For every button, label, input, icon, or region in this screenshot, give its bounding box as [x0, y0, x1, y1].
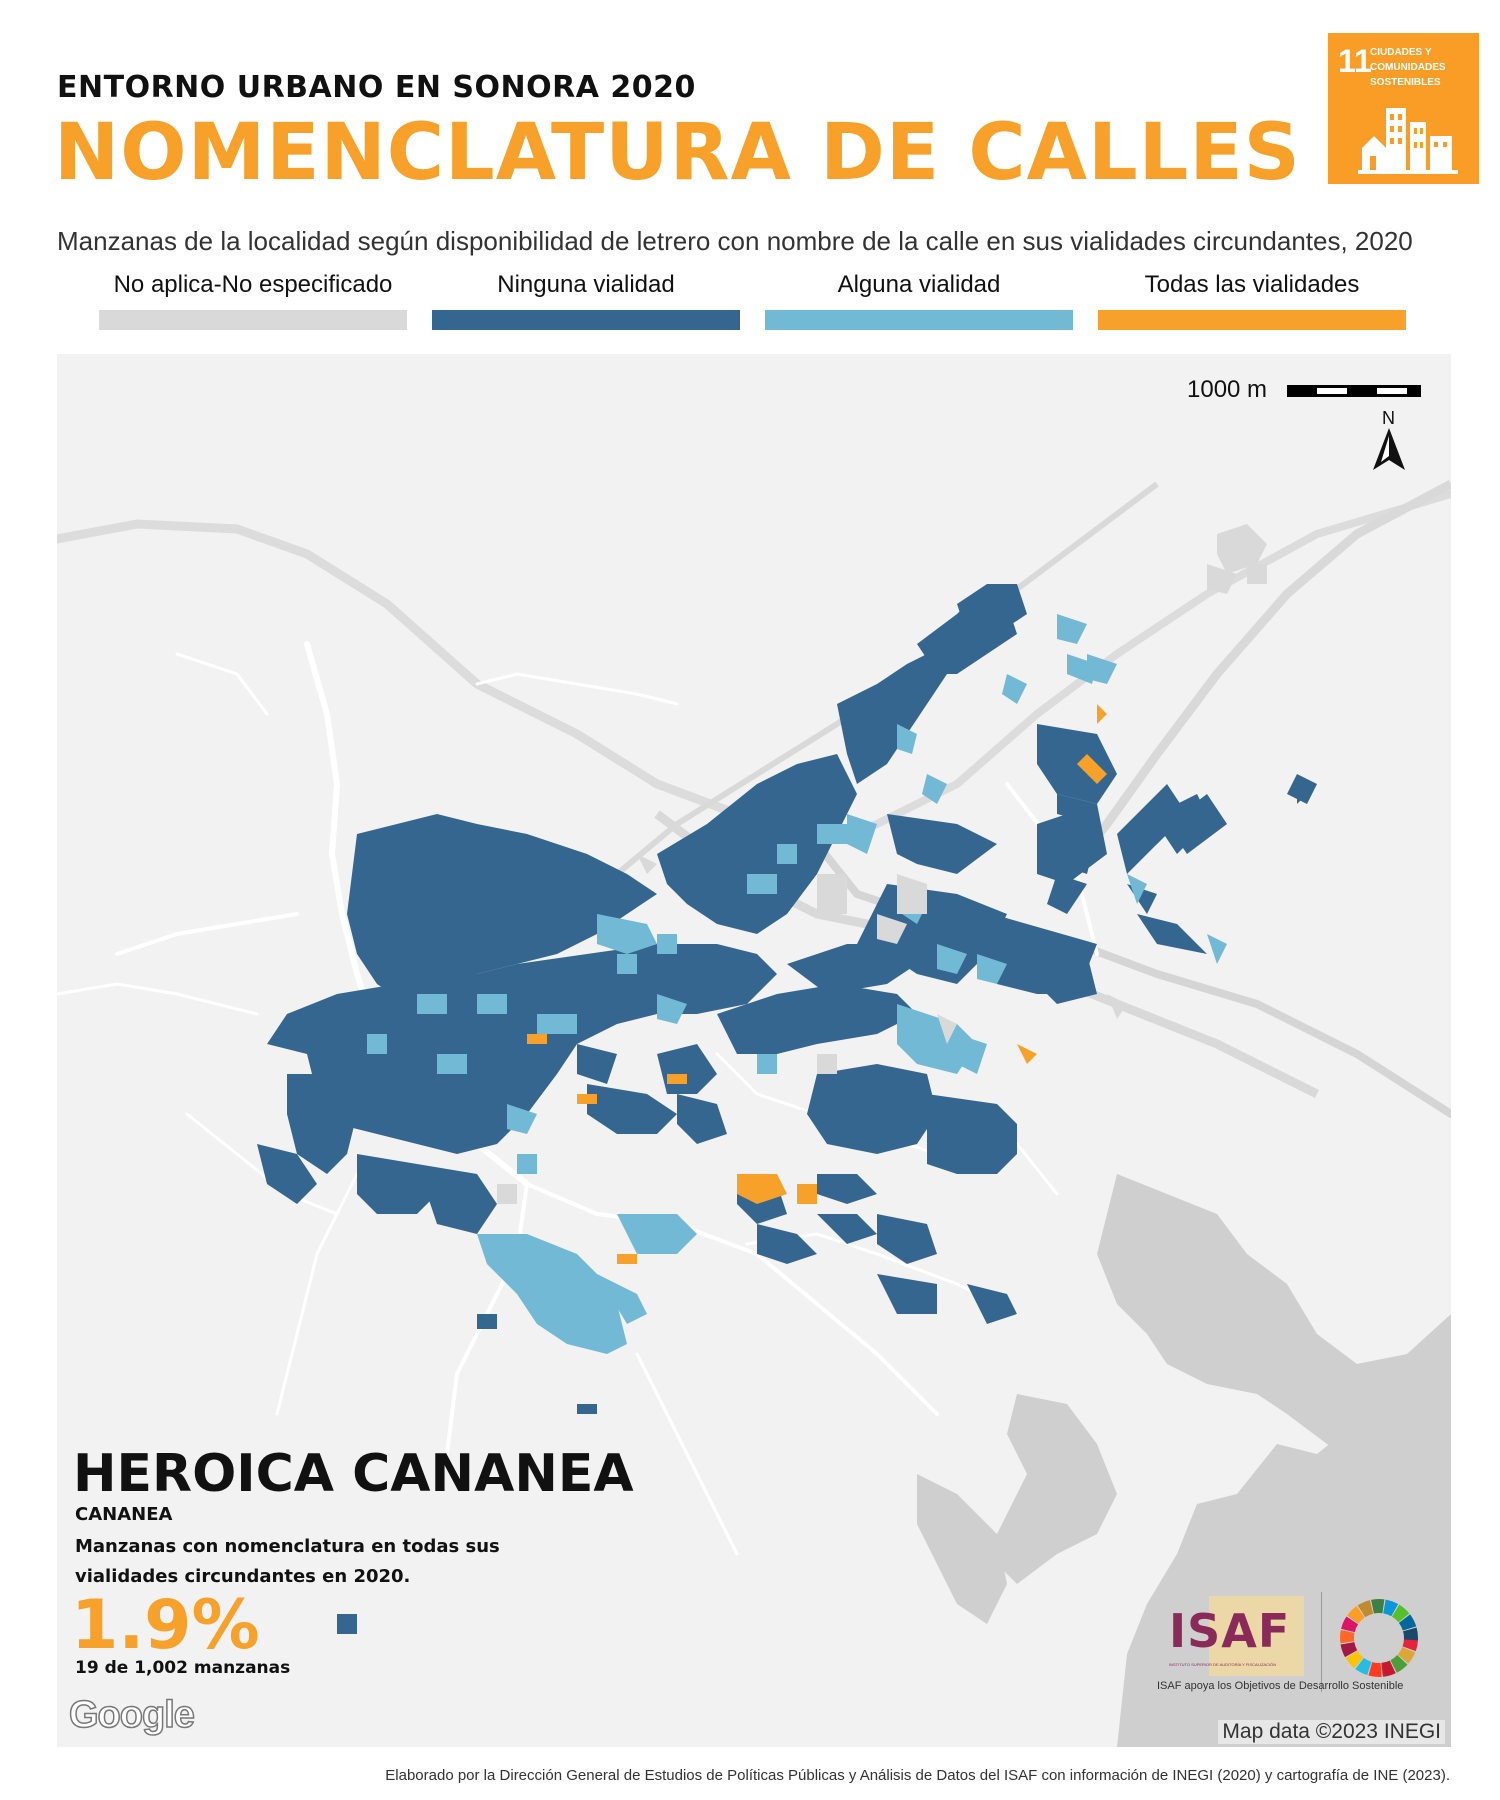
municipality-name: CANANEA [75, 1504, 173, 1525]
scale-label: 1000 m [1187, 376, 1268, 403]
road-network [57, 490, 1451, 1556]
city-icon [1358, 108, 1458, 174]
blocks-alguna-vialidad [367, 614, 1227, 1354]
legend-label: No aplica-No especificado [113, 271, 393, 298]
indicator-description: Manzanas con nomenclatura en todas sus v… [75, 1536, 500, 1587]
blocks-ninguna-vialidad [257, 584, 1317, 1634]
legend-item-ninguna: Ninguna vialidad [432, 268, 740, 330]
sdg-label: CIUDADES Y COMUNIDADES SOSTENIBLES [1370, 47, 1446, 88]
legend-swatch [99, 310, 407, 330]
google-logo: Google [68, 1693, 195, 1737]
north-arrow-icon [1373, 428, 1405, 470]
legend-label: Alguna vialidad [837, 271, 1001, 298]
sdg-11-badge: 11 CIUDADES Y COMUNIDADES SOSTENIBLES [1328, 33, 1479, 184]
footer-credits: Elaborado por la Dirección General de Es… [385, 1767, 1450, 1784]
legend-swatch [1098, 310, 1406, 330]
isaf-subtext: INSTITUTO SUPERIOR DE AUDITORÍA Y FISCAL… [1169, 1662, 1277, 1667]
legend-swatch [432, 310, 740, 330]
legend-swatch [765, 310, 1073, 330]
place-name: HEROICA CANANEA [73, 1444, 634, 1504]
scale-bar [1287, 385, 1421, 397]
map-canvas[interactable] [57, 354, 1451, 1747]
map-attribution: Map data ©2023 INEGI [1218, 1720, 1445, 1744]
logo-divider [1321, 1592, 1322, 1692]
sonora-shape-icon [1209, 1596, 1304, 1676]
highway-east [1053, 480, 1451, 887]
blocks-todas-vialidades [527, 704, 1107, 1264]
legend-label: Ninguna vialidad [497, 271, 675, 298]
legend-item-no-aplica: No aplica-No especificado [99, 268, 407, 330]
map[interactable]: 1000 m N HEROICA CANANEA CANANEA Manzana… [57, 354, 1451, 1747]
report-series-title: ENTORNO URBANO EN SONORA 2020 [57, 70, 696, 105]
isaf-logo: ISAF INSTITUTO SUPERIOR DE AUDITORÍA Y F… [1169, 1596, 1309, 1676]
sdg-number: 11 [1338, 43, 1372, 79]
blocks-no-aplica [497, 524, 1267, 1204]
legend-label: Todas las vialidades [1144, 271, 1360, 298]
isaf-caption: ISAF apoya los Objetivos de Desarrollo S… [1157, 1680, 1404, 1692]
isaf-wordmark: ISAF [1169, 1604, 1291, 1658]
sdg-wheel-icon [1340, 1599, 1418, 1677]
legend-item-todas: Todas las vialidades [1098, 268, 1406, 330]
north-label: N [1382, 408, 1395, 428]
indicator-percent: 1.9% [71, 1586, 260, 1665]
map-description: Manzanas de la localidad según disponibi… [57, 226, 1413, 256]
page-title: NOMENCLATURA DE CALLES [54, 108, 1301, 198]
indicator-count: 19 de 1,002 manzanas [75, 1658, 291, 1678]
legend-item-alguna: Alguna vialidad [765, 268, 1073, 330]
